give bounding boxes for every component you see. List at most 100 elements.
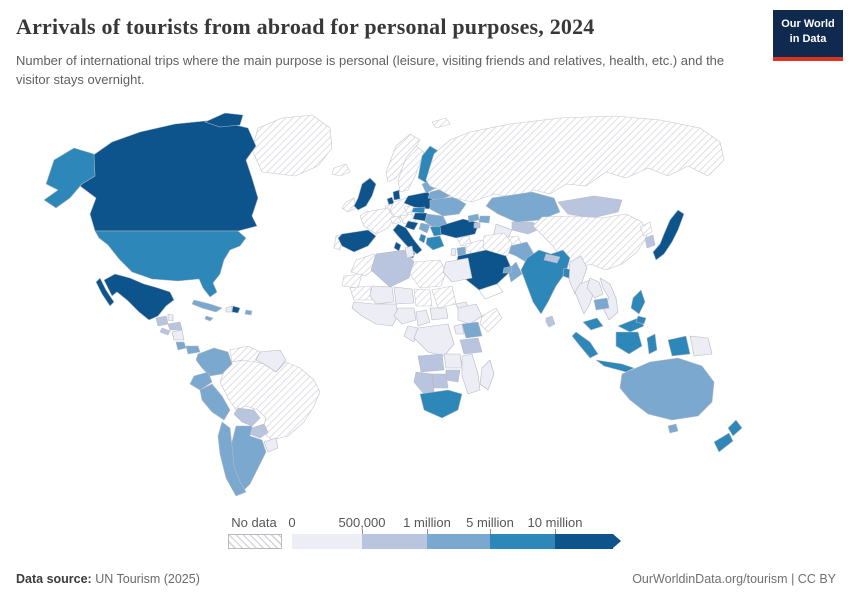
country-bolivia[interactable] xyxy=(233,407,261,427)
country-egypt[interactable] xyxy=(442,257,473,283)
country-new-zealand-south[interactable] xyxy=(713,432,734,453)
country-serbia[interactable] xyxy=(418,222,431,234)
country-guatemala[interactable] xyxy=(155,315,169,327)
country-west-africa[interactable] xyxy=(351,301,399,327)
legend-swatch-10m-plus[interactable] xyxy=(555,534,613,549)
legend-swatch-5m-10m[interactable] xyxy=(490,534,555,549)
country-russia[interactable] xyxy=(425,115,725,203)
country-georgia[interactable] xyxy=(467,213,480,223)
legend-swatch-500k-1m[interactable] xyxy=(362,534,427,549)
country-slovakia[interactable] xyxy=(411,206,426,214)
country-svalbard[interactable] xyxy=(431,117,451,129)
country-iceland[interactable] xyxy=(331,163,351,177)
country-tasmania[interactable] xyxy=(667,423,679,434)
country-sweden[interactable] xyxy=(397,145,425,193)
country-nicaragua[interactable] xyxy=(171,329,185,341)
legend-swatch-0-500k[interactable] xyxy=(292,534,362,549)
country-cuba[interactable] xyxy=(191,299,223,313)
country-zimbabwe[interactable] xyxy=(445,369,461,383)
country-croatia[interactable] xyxy=(404,220,419,231)
country-indonesia-sulawesi[interactable] xyxy=(646,333,658,355)
country-canada[interactable] xyxy=(79,119,259,232)
country-ukraine[interactable] xyxy=(429,196,467,217)
country-sudan[interactable] xyxy=(431,285,457,309)
country-chad[interactable] xyxy=(413,288,433,307)
country-drc[interactable] xyxy=(413,323,455,357)
country-belize[interactable] xyxy=(167,313,174,322)
country-canada-arctic[interactable] xyxy=(204,112,244,128)
country-italy[interactable] xyxy=(392,223,423,255)
country-mozambique[interactable] xyxy=(461,353,481,395)
country-mauritania[interactable] xyxy=(349,285,373,301)
country-albania[interactable] xyxy=(418,233,427,244)
country-india[interactable] xyxy=(520,249,571,315)
country-azerbaijan[interactable] xyxy=(478,215,491,224)
country-cameroon[interactable] xyxy=(415,309,431,327)
country-peru[interactable] xyxy=(199,383,231,421)
country-algeria[interactable] xyxy=(370,249,415,288)
country-mexico-baja[interactable] xyxy=(95,277,115,307)
country-tanzania[interactable] xyxy=(459,337,483,355)
country-philippines[interactable] xyxy=(630,289,646,315)
country-tunisia[interactable] xyxy=(404,245,415,259)
country-indonesia-java[interactable] xyxy=(595,359,635,373)
country-nepal[interactable] xyxy=(543,253,561,264)
country-paraguay[interactable] xyxy=(249,423,269,439)
country-north-korea[interactable] xyxy=(639,221,653,237)
country-mali[interactable] xyxy=(369,285,395,305)
country-haiti[interactable] xyxy=(225,305,233,313)
owid-logo[interactable]: Our World in Data xyxy=(773,10,843,61)
country-el-salvador[interactable] xyxy=(159,327,171,336)
country-ethiopia[interactable] xyxy=(457,303,483,325)
country-australia[interactable] xyxy=(619,357,715,421)
country-spain[interactable] xyxy=(337,229,377,253)
country-uae[interactable] xyxy=(502,265,513,274)
country-car[interactable] xyxy=(429,307,449,321)
country-greenland[interactable] xyxy=(251,114,333,177)
country-indonesia-papua[interactable] xyxy=(667,335,691,357)
country-yemen[interactable] xyxy=(478,283,504,300)
country-israel[interactable] xyxy=(450,247,457,257)
country-costa-rica[interactable] xyxy=(175,341,187,351)
country-guyanas[interactable] xyxy=(255,349,287,373)
legend-swatch-1m-5m[interactable] xyxy=(427,534,490,549)
country-mexico[interactable] xyxy=(103,273,175,321)
country-turkey[interactable] xyxy=(439,218,480,239)
country-ecuador[interactable] xyxy=(189,371,213,391)
country-indonesia-sumatra[interactable] xyxy=(571,331,599,359)
country-brazil[interactable] xyxy=(219,359,321,441)
country-philippines-mindanao[interactable] xyxy=(635,315,647,325)
country-laos[interactable] xyxy=(586,277,604,299)
country-vietnam[interactable] xyxy=(599,277,619,321)
country-venezuela[interactable] xyxy=(229,345,261,363)
country-jamaica[interactable] xyxy=(204,315,214,322)
country-uganda[interactable] xyxy=(453,323,465,335)
country-namibia[interactable] xyxy=(413,371,435,395)
footer-link[interactable]: OurWorldinData.org/tourism xyxy=(632,572,788,586)
country-cambodia[interactable] xyxy=(593,297,610,311)
country-uruguay[interactable] xyxy=(263,437,279,453)
country-botswana[interactable] xyxy=(431,373,449,389)
country-new-zealand-north[interactable] xyxy=(727,419,743,437)
country-nigeria[interactable] xyxy=(393,307,417,325)
country-usa[interactable] xyxy=(94,230,247,298)
country-western-sahara[interactable] xyxy=(341,273,363,289)
country-switzerland[interactable] xyxy=(389,215,402,225)
country-denmark[interactable] xyxy=(392,189,401,201)
country-angola[interactable] xyxy=(417,353,445,373)
country-libya[interactable] xyxy=(409,259,447,289)
country-sri-lanka[interactable] xyxy=(545,315,556,328)
country-uk[interactable] xyxy=(353,177,377,211)
country-malaysia[interactable] xyxy=(582,317,604,331)
country-myanmar[interactable] xyxy=(568,255,588,295)
country-niger[interactable] xyxy=(393,286,415,305)
country-papua-new-guinea[interactable] xyxy=(689,335,713,357)
country-panama[interactable] xyxy=(185,345,201,355)
country-dominican-republic[interactable] xyxy=(231,305,241,314)
country-chile[interactable] xyxy=(217,421,247,497)
country-mongolia[interactable] xyxy=(557,195,623,219)
country-greece[interactable] xyxy=(425,235,445,251)
country-alaska[interactable] xyxy=(43,147,96,209)
country-indonesia-kalimantan[interactable] xyxy=(615,331,643,355)
country-puerto-rico[interactable] xyxy=(244,309,253,316)
